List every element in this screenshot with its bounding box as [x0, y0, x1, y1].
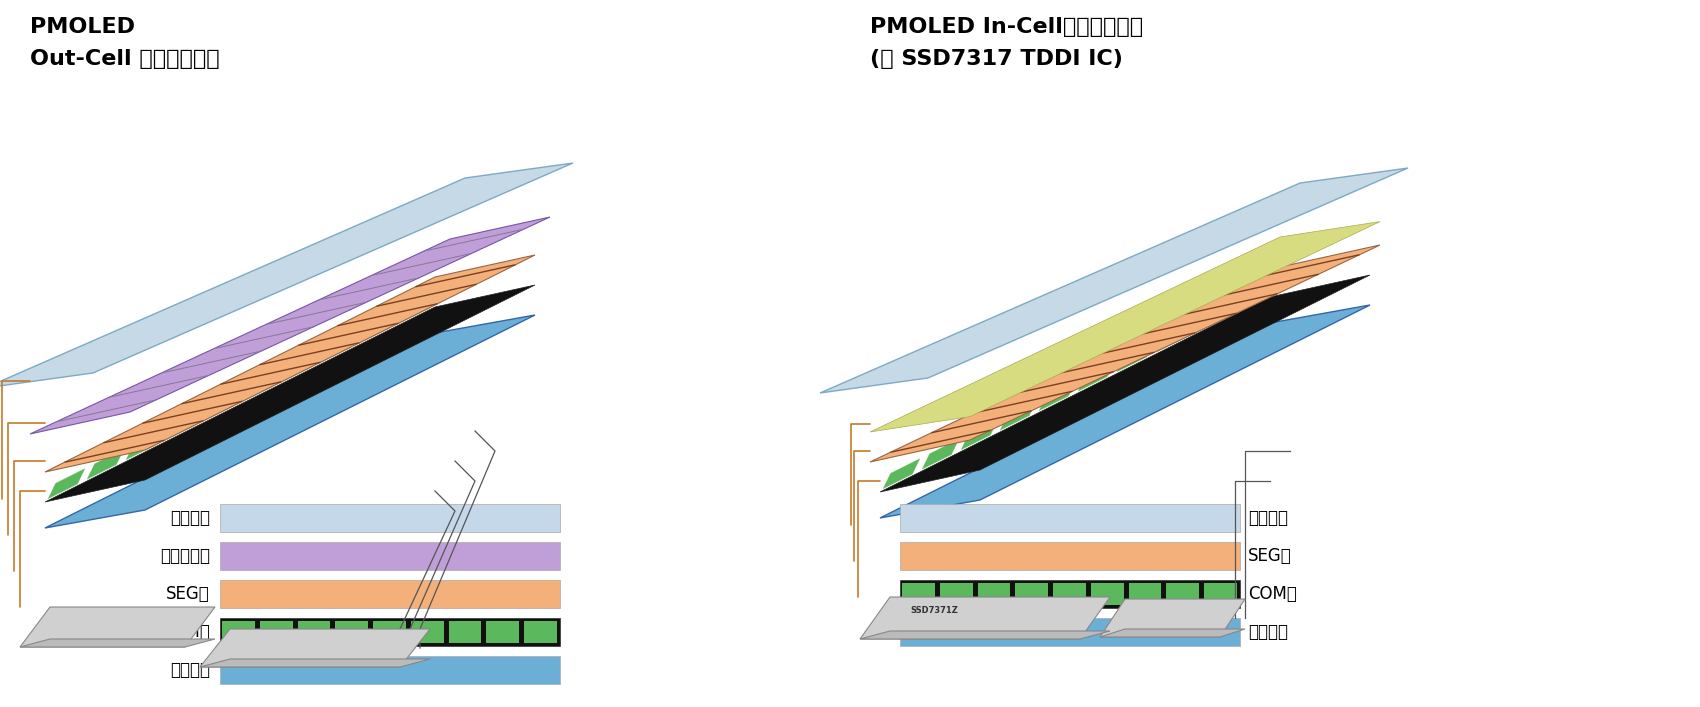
FancyBboxPatch shape — [899, 580, 1239, 608]
Text: PMOLED In-Cell触控模组架构: PMOLED In-Cell触控模组架构 — [870, 17, 1142, 37]
Text: Out-Cell 触控模组架构: Out-Cell 触控模组架构 — [31, 49, 219, 69]
Polygon shape — [1100, 599, 1244, 637]
Polygon shape — [860, 597, 1110, 639]
FancyBboxPatch shape — [1166, 583, 1198, 605]
Polygon shape — [201, 629, 430, 667]
FancyBboxPatch shape — [1015, 583, 1049, 605]
Polygon shape — [1234, 284, 1272, 313]
Polygon shape — [1039, 380, 1076, 411]
FancyBboxPatch shape — [223, 621, 255, 643]
FancyBboxPatch shape — [449, 621, 481, 643]
Polygon shape — [20, 607, 214, 647]
Polygon shape — [201, 659, 430, 667]
Polygon shape — [1156, 322, 1193, 352]
Polygon shape — [44, 285, 536, 502]
Text: (具 SSD7317 TDDI IC): (具 SSD7317 TDDI IC) — [870, 49, 1124, 69]
FancyBboxPatch shape — [335, 621, 369, 643]
FancyBboxPatch shape — [1091, 583, 1124, 605]
Polygon shape — [960, 420, 998, 450]
Polygon shape — [881, 275, 1370, 492]
FancyBboxPatch shape — [219, 656, 559, 684]
FancyBboxPatch shape — [977, 583, 1010, 605]
FancyBboxPatch shape — [411, 621, 444, 643]
FancyBboxPatch shape — [1129, 583, 1161, 605]
Polygon shape — [44, 315, 536, 528]
Polygon shape — [921, 439, 959, 469]
Text: COM层: COM层 — [1248, 585, 1297, 603]
Polygon shape — [243, 371, 280, 401]
Polygon shape — [20, 639, 214, 647]
Polygon shape — [126, 430, 163, 460]
Polygon shape — [360, 312, 396, 343]
Polygon shape — [282, 351, 320, 382]
Text: SEG层: SEG层 — [167, 585, 211, 603]
Polygon shape — [321, 332, 359, 362]
FancyBboxPatch shape — [372, 621, 406, 643]
FancyBboxPatch shape — [219, 542, 559, 570]
Polygon shape — [1078, 361, 1115, 391]
Text: 外部触摸层: 外部触摸层 — [160, 547, 211, 565]
Polygon shape — [1000, 400, 1037, 430]
Polygon shape — [870, 221, 1380, 432]
Text: COM层: COM层 — [162, 623, 211, 641]
FancyBboxPatch shape — [219, 504, 559, 532]
Polygon shape — [48, 469, 85, 498]
Text: PMOLED: PMOLED — [31, 17, 134, 37]
Polygon shape — [204, 391, 241, 421]
FancyBboxPatch shape — [903, 583, 935, 605]
Polygon shape — [881, 305, 1370, 518]
Text: 底层玻璃: 底层玻璃 — [170, 661, 211, 679]
Text: 顶层玻璃: 顶层玻璃 — [1248, 509, 1289, 527]
Polygon shape — [1117, 341, 1154, 372]
FancyBboxPatch shape — [298, 621, 330, 643]
Text: SSD7371Z: SSD7371Z — [910, 606, 957, 615]
FancyBboxPatch shape — [1204, 583, 1238, 605]
FancyBboxPatch shape — [486, 621, 518, 643]
Polygon shape — [819, 168, 1408, 393]
Polygon shape — [44, 255, 536, 472]
FancyBboxPatch shape — [524, 621, 558, 643]
Polygon shape — [882, 459, 920, 489]
FancyBboxPatch shape — [899, 542, 1239, 570]
Polygon shape — [860, 631, 1110, 639]
FancyBboxPatch shape — [219, 580, 559, 608]
Polygon shape — [400, 293, 435, 323]
Polygon shape — [1100, 629, 1244, 637]
Polygon shape — [31, 217, 551, 434]
Polygon shape — [87, 449, 124, 479]
Polygon shape — [165, 410, 202, 440]
Polygon shape — [0, 163, 573, 388]
FancyBboxPatch shape — [899, 618, 1239, 646]
Text: 底层玻璃: 底层玻璃 — [1248, 623, 1289, 641]
FancyBboxPatch shape — [899, 504, 1239, 532]
FancyBboxPatch shape — [1052, 583, 1086, 605]
FancyBboxPatch shape — [260, 621, 292, 643]
Polygon shape — [1195, 303, 1232, 333]
Text: SEG层: SEG层 — [1248, 547, 1292, 565]
FancyBboxPatch shape — [940, 583, 972, 605]
FancyBboxPatch shape — [219, 618, 559, 646]
Text: 顶层玻璃: 顶层玻璃 — [170, 509, 211, 527]
Polygon shape — [870, 245, 1380, 462]
